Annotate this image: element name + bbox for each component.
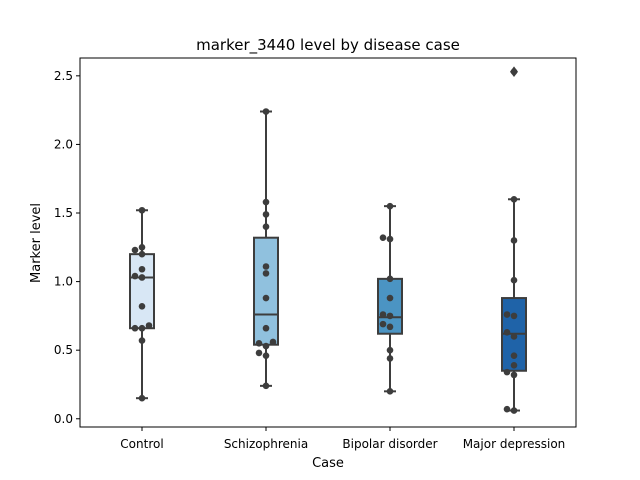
data-point xyxy=(262,382,270,390)
data-point xyxy=(262,294,270,302)
data-point xyxy=(379,234,387,241)
y-tick-label: 1.5 xyxy=(54,206,73,220)
data-point xyxy=(386,323,394,331)
data-point xyxy=(386,346,394,354)
x-tick-label: Major depression xyxy=(463,437,566,451)
data-point xyxy=(138,244,146,251)
x-axis-label: Case xyxy=(312,456,344,471)
data-point xyxy=(262,198,270,206)
data-point xyxy=(510,407,518,414)
box-iqr xyxy=(129,253,155,330)
y-tick-label: 2.0 xyxy=(54,137,73,151)
data-point xyxy=(262,324,270,332)
data-point xyxy=(262,342,270,350)
data-point xyxy=(386,294,394,302)
data-point xyxy=(269,338,277,346)
data-point xyxy=(131,324,139,332)
data-point xyxy=(262,352,270,359)
data-point xyxy=(503,311,511,318)
y-tick-label: 2.5 xyxy=(54,69,73,83)
y-axis-label: Marker level xyxy=(29,203,44,283)
data-point xyxy=(138,324,146,332)
data-point xyxy=(503,368,511,376)
data-point xyxy=(510,333,518,340)
data-point xyxy=(386,275,394,283)
data-point xyxy=(510,237,518,244)
data-point xyxy=(503,405,511,413)
data-point xyxy=(379,320,387,328)
x-tick-label: Bipolar disorder xyxy=(342,437,437,451)
data-point xyxy=(138,206,146,214)
axes-frame xyxy=(79,57,577,428)
data-point xyxy=(386,235,394,243)
y-tick-label: 0.0 xyxy=(54,412,73,426)
data-point xyxy=(386,388,394,395)
data-point xyxy=(379,311,387,318)
data-point xyxy=(510,352,518,359)
data-point xyxy=(255,340,263,347)
data-point xyxy=(262,270,270,277)
data-point xyxy=(510,68,518,76)
data-point xyxy=(510,195,518,203)
data-point xyxy=(510,312,518,320)
chart-title: marker_3440 level by disease case xyxy=(196,36,460,55)
data-point xyxy=(510,371,518,379)
data-point xyxy=(262,108,270,115)
data-point xyxy=(145,322,153,329)
data-point xyxy=(503,329,511,336)
data-point xyxy=(262,263,270,270)
data-point xyxy=(386,312,394,320)
y-tick-label: 0.5 xyxy=(54,343,73,357)
y-tick-label: 1.0 xyxy=(54,275,73,289)
data-point xyxy=(386,355,394,362)
data-point xyxy=(138,250,146,258)
data-point xyxy=(262,211,270,218)
box-group-major-depression xyxy=(501,66,527,414)
x-tick-label: Control xyxy=(120,437,163,451)
box-group-bipolar-disorder xyxy=(377,202,403,395)
data-point xyxy=(255,349,263,357)
data-point xyxy=(138,274,146,281)
plot-area: 0.0 0.5 1.0 1.5 2.0 2.5 Control Schizophrenia Bi… xyxy=(54,57,577,451)
data-point xyxy=(138,394,146,402)
x-tick-label: Schizophrenia xyxy=(224,437,308,451)
data-point xyxy=(386,202,394,210)
data-point xyxy=(131,246,139,254)
box-group-control xyxy=(129,206,155,402)
data-point xyxy=(510,276,518,284)
data-point xyxy=(131,272,139,280)
data-point xyxy=(510,361,518,369)
data-point xyxy=(138,302,146,310)
data-point xyxy=(262,223,270,231)
box-group-schizophrenia xyxy=(253,108,279,390)
data-point xyxy=(138,337,146,344)
data-point xyxy=(138,265,146,273)
